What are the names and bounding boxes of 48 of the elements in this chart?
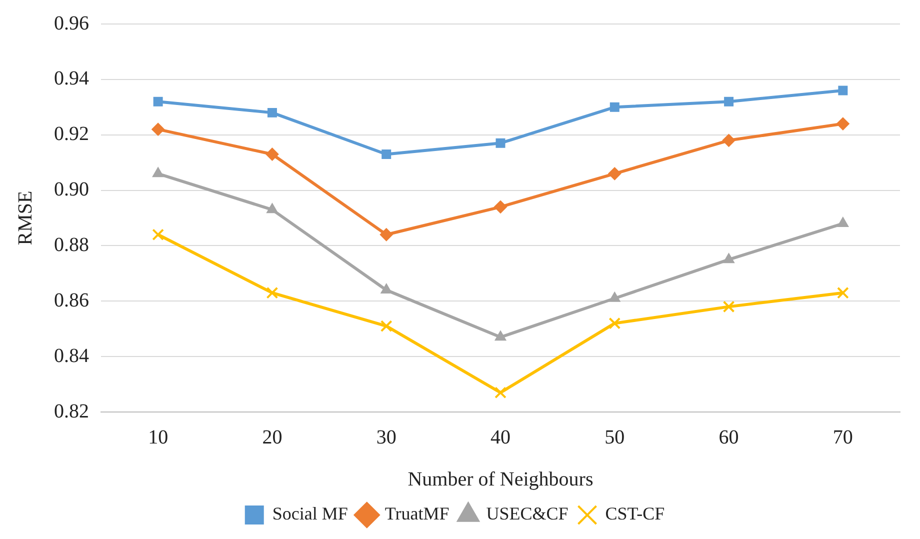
point [380, 320, 392, 332]
legend-label: Social MF [272, 504, 348, 524]
point [836, 117, 850, 130]
y-axis-title: RMSE [14, 190, 36, 246]
legend-label: USEC&CF [486, 504, 568, 524]
point [496, 138, 506, 148]
point [723, 253, 734, 264]
y-tick-label: 0.82 [54, 400, 89, 422]
x-tick-label: 60 [718, 426, 739, 448]
y-tick-label: 0.86 [54, 289, 89, 312]
y-tick-label: 0.84 [54, 344, 89, 367]
point [494, 330, 506, 341]
point [608, 167, 622, 180]
point [267, 108, 277, 118]
point [266, 286, 278, 299]
point [722, 300, 735, 313]
point [610, 102, 620, 112]
point [152, 167, 164, 178]
point [153, 96, 163, 106]
point [608, 317, 621, 330]
point [380, 228, 393, 242]
point [722, 134, 736, 147]
point [266, 148, 279, 161]
y-tick-label: 0.90 [54, 178, 89, 201]
point [836, 286, 849, 299]
point [494, 386, 506, 399]
point [152, 228, 164, 241]
point [494, 200, 507, 214]
point [837, 217, 849, 228]
y-tick-label: 0.88 [54, 234, 89, 256]
point [382, 150, 392, 159]
x-tick-label: 40 [490, 426, 510, 448]
x-tick-label: 10 [148, 426, 168, 448]
x-tick-label: 50 [604, 426, 625, 448]
x-axis-title: Number of Neighbours [408, 468, 594, 490]
point [724, 96, 734, 106]
y-tick-label: 0.94 [54, 68, 89, 90]
point [838, 86, 848, 96]
y-tick-label: 0.92 [54, 123, 89, 146]
x-tick-label: 70 [832, 426, 853, 448]
point [152, 122, 165, 136]
x-tick-label: 20 [262, 426, 282, 448]
y-tick-label: 0.96 [54, 12, 89, 34]
point [266, 203, 278, 214]
legend-label: TruatMF [384, 504, 450, 524]
point [608, 292, 620, 302]
legend-label: CST-CF [605, 504, 665, 524]
x-tick-label: 30 [376, 426, 396, 448]
